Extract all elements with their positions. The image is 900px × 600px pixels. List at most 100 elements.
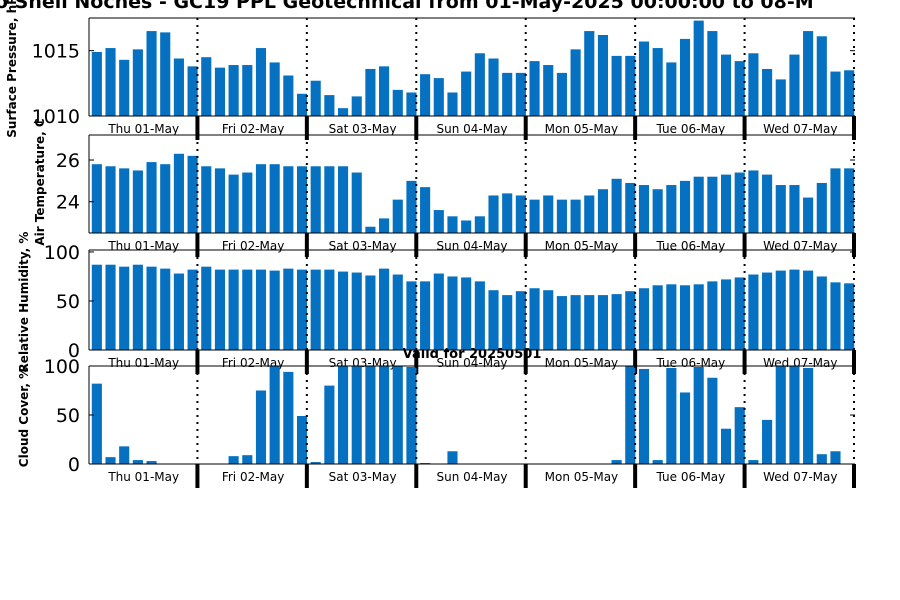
data-bar: [187, 269, 198, 350]
x-tick-label: Sun 04-May: [436, 356, 507, 370]
data-bar: [597, 189, 609, 233]
data-bar: [844, 283, 855, 350]
data-bar: [406, 366, 417, 464]
data-bar: [242, 65, 253, 116]
data-bar: [160, 268, 171, 350]
data-bar: [119, 266, 130, 350]
data-bar: [461, 277, 472, 350]
data-bar: [296, 93, 308, 116]
data-bar: [105, 264, 116, 350]
data-bar: [379, 366, 390, 464]
data-bar: [720, 428, 732, 464]
data-bar: [611, 294, 622, 350]
data-bar: [570, 295, 581, 350]
data-bar: [119, 168, 130, 233]
data-bar: [242, 455, 253, 464]
data-bar: [228, 65, 239, 116]
x-tick-label: Thu 01-May: [107, 356, 179, 370]
data-bar: [351, 172, 362, 233]
data-bar: [406, 92, 417, 116]
data-bar: [734, 407, 745, 464]
data-bar: [775, 366, 786, 464]
data-bar: [228, 174, 239, 233]
data-bar: [283, 371, 294, 464]
x-tick-label: Sat 03-May: [329, 122, 397, 136]
data-bar: [789, 54, 800, 116]
data-bar: [214, 168, 226, 233]
data-bar: [447, 451, 458, 464]
data-bar: [611, 178, 622, 233]
x-tick-label: Wed 07-May: [763, 122, 837, 136]
data-bar: [529, 61, 540, 116]
data-bar: [187, 155, 198, 233]
data-bar: [214, 269, 226, 350]
data-bar: [693, 176, 704, 233]
data-bar: [584, 31, 595, 116]
data-bar: [679, 285, 691, 350]
data-bar: [638, 288, 650, 350]
data-bar: [242, 172, 253, 233]
data-bar: [406, 180, 417, 233]
data-bar: [146, 461, 157, 464]
data-bar: [146, 266, 157, 350]
data-bar: [447, 92, 458, 116]
data-bar: [707, 281, 718, 350]
data-bar: [255, 269, 267, 350]
data-bar: [666, 185, 677, 233]
data-bar: [365, 226, 376, 233]
data-bar: [474, 216, 485, 233]
x-tick-label: Fri 02-May: [222, 470, 285, 484]
data-bar: [255, 48, 267, 116]
data-bar: [488, 290, 499, 350]
data-bar: [584, 295, 595, 350]
data-bar: [146, 31, 157, 116]
data-bar: [816, 182, 827, 233]
data-bar: [365, 275, 376, 350]
data-bar: [351, 96, 362, 116]
data-bar: [337, 271, 349, 350]
x-tick-label: Mon 05-May: [545, 356, 619, 370]
data-bar: [379, 268, 390, 350]
data-bar: [762, 272, 773, 350]
figure-title: o Shell Noches - GC19 PPL Geotechnical f…: [0, 0, 814, 13]
data-bar: [420, 281, 431, 350]
data-bar: [652, 48, 663, 116]
data-bar: [474, 53, 485, 116]
data-bar: [392, 89, 403, 116]
data-bar: [543, 195, 554, 233]
data-bar: [132, 264, 143, 350]
data-bar: [570, 49, 581, 116]
data-bar: [433, 273, 444, 350]
data-bar: [296, 269, 308, 350]
data-bar: [488, 58, 499, 116]
data-bar: [173, 273, 184, 350]
data-bar: [296, 166, 308, 233]
data-bar: [132, 49, 143, 116]
data-bar: [173, 153, 184, 233]
data-bar: [789, 185, 800, 233]
x-tick-label: Mon 05-May: [545, 239, 619, 253]
data-bar: [488, 195, 499, 233]
data-bar: [447, 276, 458, 350]
x-tick-label: Thu 01-May: [107, 239, 179, 253]
data-bar: [351, 272, 362, 350]
data-bar: [556, 199, 567, 233]
data-bar: [625, 55, 636, 116]
data-bar: [474, 281, 485, 350]
data-bar: [543, 290, 554, 350]
data-bar: [597, 295, 609, 350]
data-bar: [679, 392, 691, 464]
data-bar: [310, 80, 321, 116]
data-bar: [502, 72, 513, 116]
data-bar: [762, 419, 773, 464]
data-bar: [775, 185, 786, 233]
data-bar: [269, 270, 280, 350]
x-tick-label: Fri 02-May: [222, 122, 285, 136]
data-bar: [214, 67, 226, 116]
y-tick-label: 50: [56, 291, 80, 313]
x-tick-label: Sat 03-May: [329, 470, 397, 484]
data-bar: [803, 367, 814, 464]
data-bar: [625, 182, 636, 233]
x-tick-label: Mon 05-May: [545, 470, 619, 484]
data-bar: [775, 79, 786, 116]
